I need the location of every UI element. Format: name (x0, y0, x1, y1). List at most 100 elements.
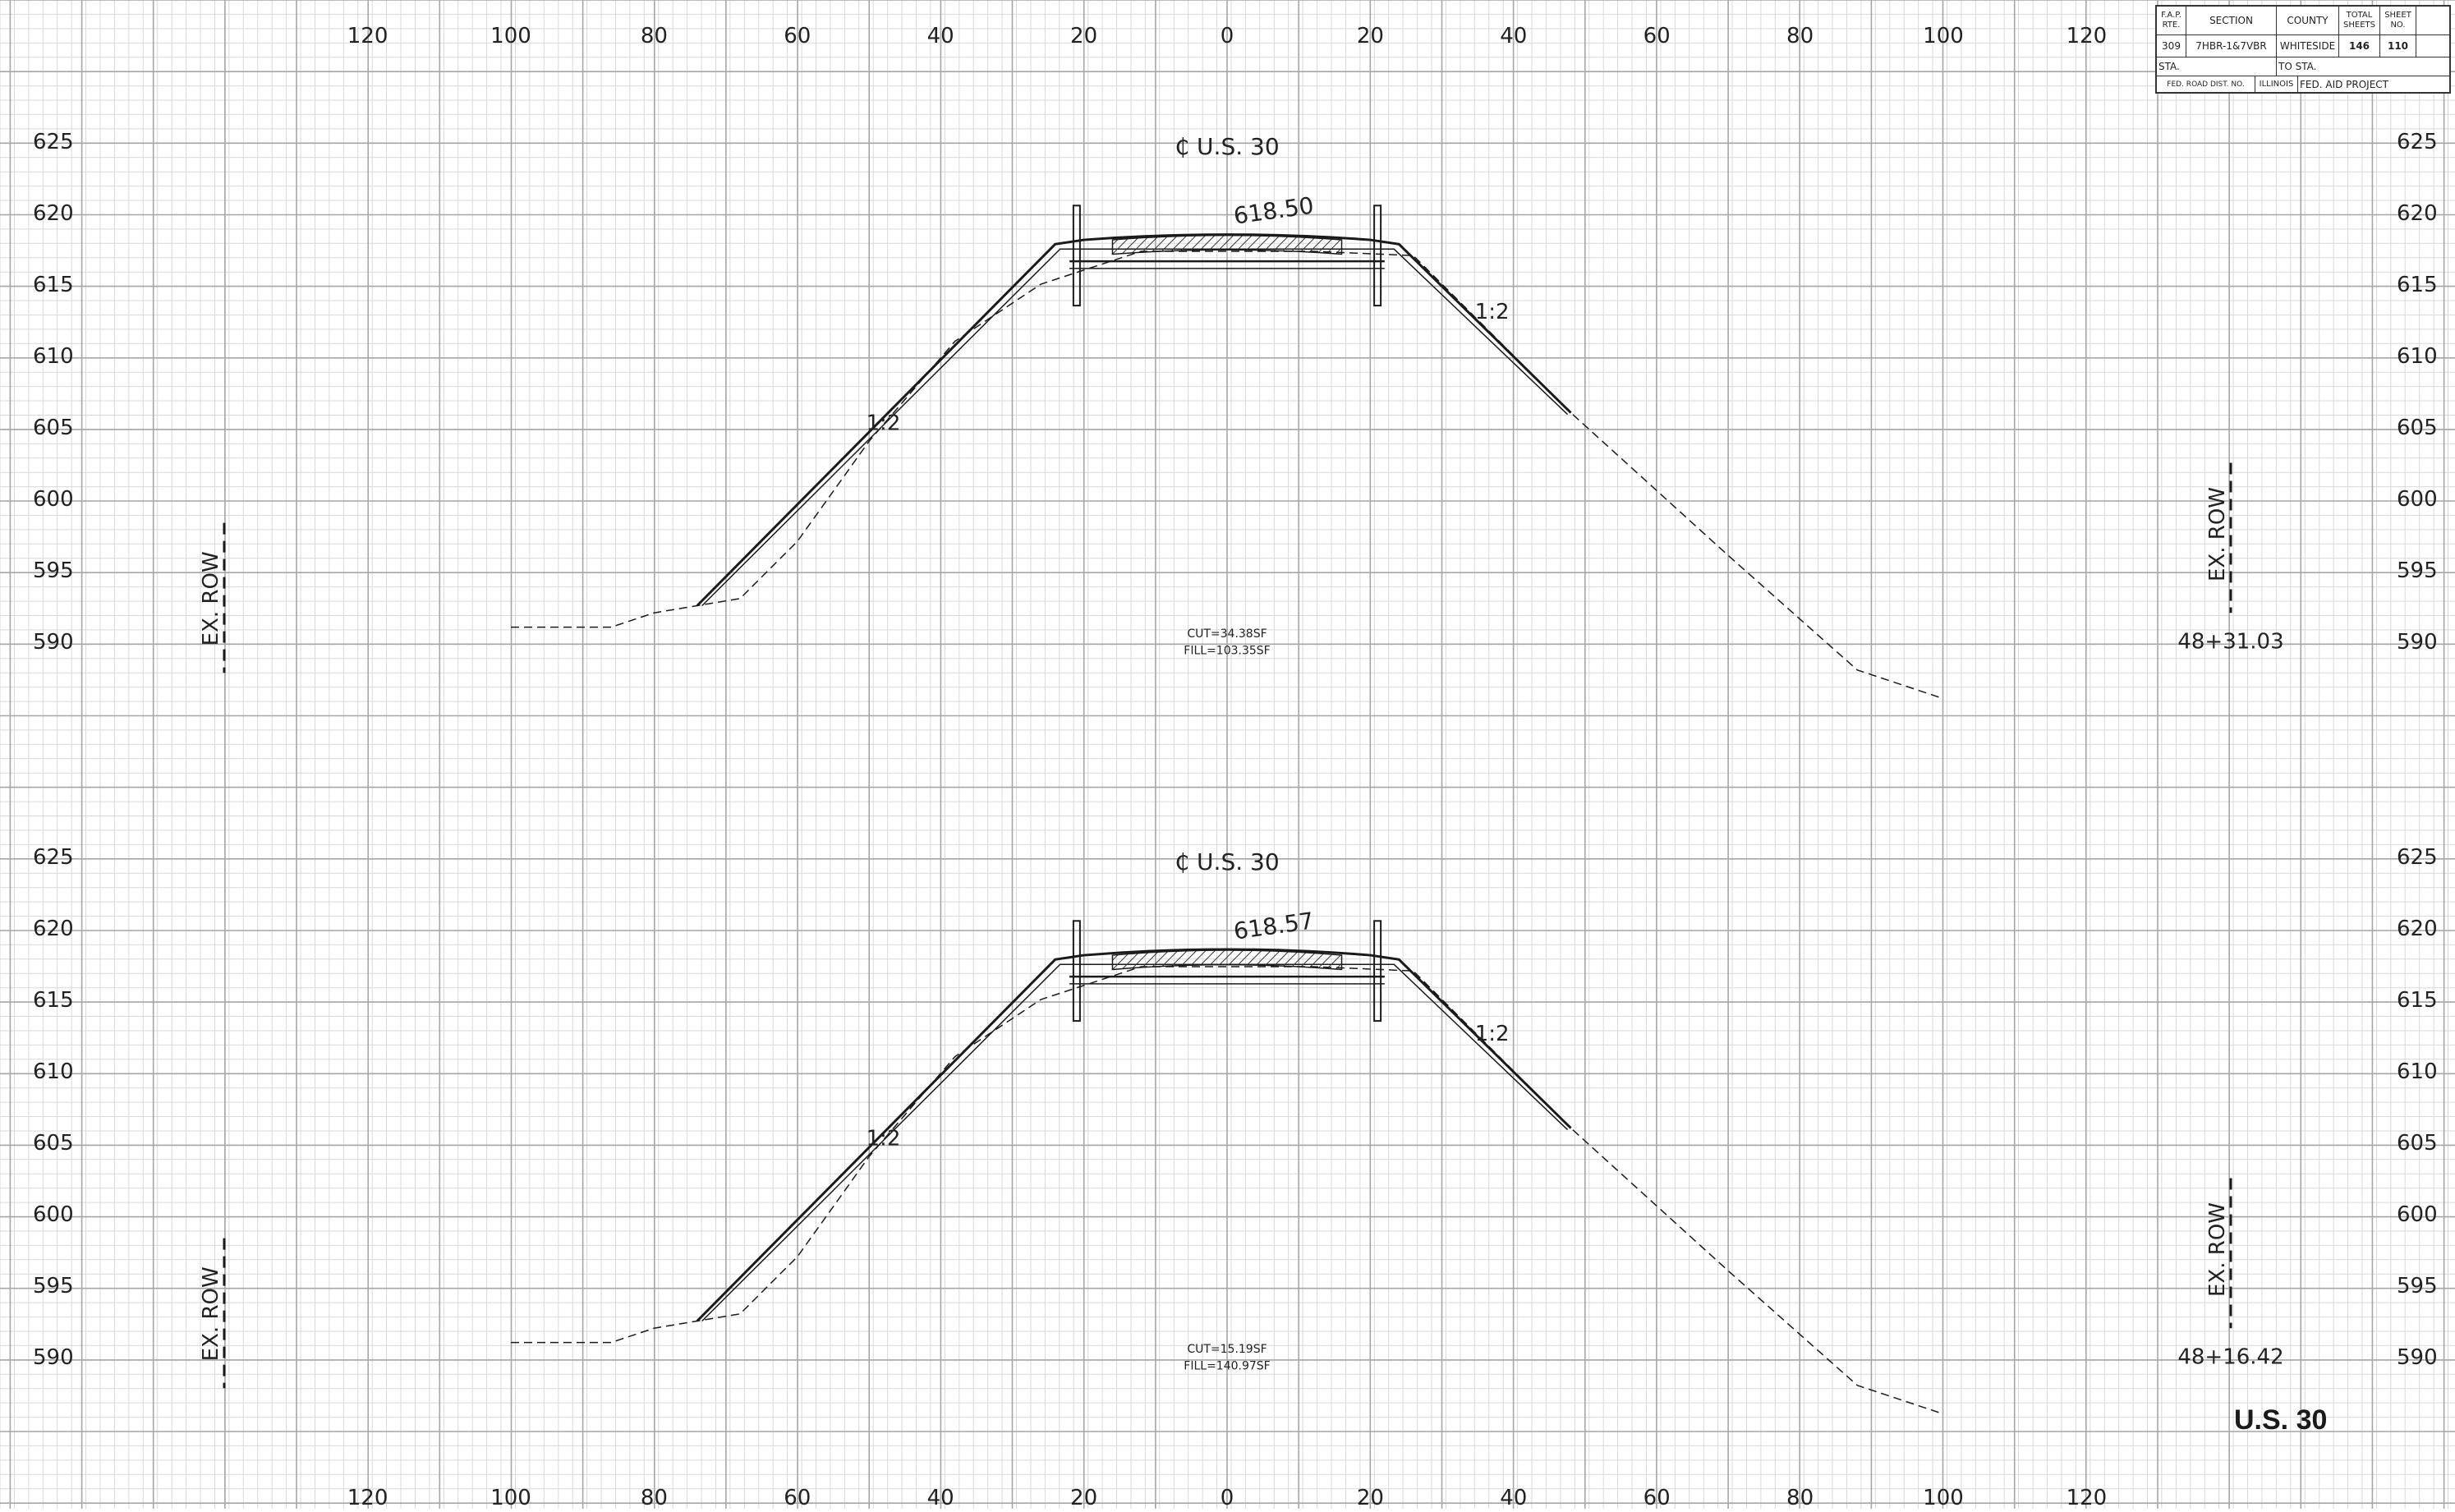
elevation-label-right: 615 (2397, 988, 2438, 1013)
fed-aid-project-label: FED. AID PROJECT (2300, 79, 2389, 90)
sheet-no-value: 110 (2380, 35, 2416, 57)
title-block-spacer (2416, 7, 2449, 34)
pavement-section (1111, 234, 1343, 255)
section-label: SECTION (2186, 7, 2277, 34)
x-tick-label-top: 20 (1070, 24, 1097, 48)
existing-ground-line (511, 966, 1944, 1415)
x-tick-label-bottom: 40 (927, 1486, 954, 1509)
x-tick-label-top: 80 (1786, 24, 1814, 48)
cut-area-label: CUT=15.19SF (1187, 1343, 1267, 1356)
x-tick-label-bottom: 80 (641, 1486, 668, 1509)
cut-area-label: CUT=34.38SF (1187, 627, 1267, 641)
elevation-label-right: 610 (2397, 344, 2438, 369)
elevation-label-left: 600 (33, 487, 74, 512)
elevation-label-right: 615 (2397, 273, 2438, 297)
row-label-right: EX. ROW (2205, 1202, 2230, 1297)
x-tick-label-bottom: 80 (1786, 1486, 1814, 1509)
x-tick-label-top: 40 (1500, 24, 1527, 48)
county-value: WHITESIDE (2277, 35, 2339, 57)
elevation-label-left: 590 (33, 630, 74, 655)
x-tick-label-bottom: 60 (1644, 1486, 1671, 1509)
x-tick-label-top: 0 (1221, 24, 1234, 48)
elevation-label-right: 625 (2397, 130, 2438, 154)
elevation-label-left: 605 (33, 1131, 74, 1156)
elevation-label-left: 615 (33, 988, 74, 1013)
elevation-label-left: 625 (33, 130, 74, 154)
x-tick-label-top: 40 (927, 24, 954, 48)
elevation-label-left: 600 (33, 1202, 74, 1227)
x-tick-label-bottom: 60 (784, 1486, 811, 1509)
left-slope-label: 1:2 (867, 411, 901, 435)
left-slope-label: 1:2 (867, 1126, 901, 1151)
title-block-spacer-2 (2416, 35, 2449, 57)
elevation-label-right: 620 (2397, 201, 2438, 226)
elevation-label-left: 610 (33, 344, 74, 369)
guardrail-post (1373, 205, 1382, 307)
guardrail-post (1072, 920, 1081, 1023)
state-label: ILLINOIS (2255, 76, 2298, 93)
elevation-label-left: 595 (33, 558, 74, 583)
row-label-left: EX. ROW (199, 551, 223, 646)
elevation-label-right: 620 (2397, 917, 2438, 941)
proposed-grade-line (696, 233, 1572, 607)
centerline-label: ₵ U.S. 30 (1175, 848, 1279, 875)
x-tick-label-bottom: 120 (2067, 1486, 2108, 1509)
elevation-label-right: 605 (2397, 416, 2438, 440)
x-tick-label-bottom: 100 (490, 1486, 531, 1509)
rte-value: 309 (2157, 35, 2186, 57)
x-tick-label-bottom: 40 (1500, 1486, 1527, 1509)
x-tick-label-bottom: 0 (1221, 1486, 1234, 1509)
subgrade-line (701, 248, 1569, 607)
elevation-label-right: 600 (2397, 487, 2438, 512)
station-label: 48+16.42 (2177, 1345, 2283, 1370)
x-tick-label-bottom: 120 (347, 1486, 388, 1509)
elevation-label-right: 595 (2397, 558, 2438, 583)
fed-road-dist-label: FED. ROAD DIST. NO. (2157, 76, 2255, 93)
x-tick-label-bottom: 20 (1070, 1486, 1097, 1509)
elevation-label-left: 590 (33, 1345, 74, 1370)
x-axis-top: 120 100 80 60 40 20 0 20 40 60 80 100 120 (347, 24, 2107, 48)
elevation-label-left: 610 (33, 1059, 74, 1084)
row-label-right: EX. ROW (2205, 487, 2230, 581)
x-tick-label-bottom: 20 (1357, 1486, 1384, 1509)
elevation-label-left: 620 (33, 201, 74, 226)
x-tick-label-top: 100 (490, 24, 531, 48)
title-block: F.A.P. RTE. SECTION COUNTY TOTAL SHEETS … (2155, 5, 2451, 94)
x-tick-label-top: 80 (641, 24, 668, 48)
station-label: 48+31.03 (2177, 630, 2283, 655)
sheet-title: U.S. 30 (2234, 1404, 2328, 1436)
pavement-section (1111, 949, 1343, 971)
sta-label: STA. (2157, 57, 2277, 76)
guardrail-post (1373, 920, 1382, 1023)
fill-area-label: FILL=103.35SF (1184, 645, 1270, 658)
cross-section: 625 625 620 620 615 615 610 610 605 605 600 600 595 5… (33, 845, 2438, 1415)
elevation-label-left: 615 (33, 273, 74, 297)
x-tick-label-bottom: 100 (1923, 1486, 1964, 1509)
rte-label: F.A.P. RTE. (2157, 7, 2186, 34)
x-axis-bottom: 120 100 80 60 40 20 0 20 40 60 80 100 120 (347, 1486, 2108, 1510)
elevation-label-right: 590 (2397, 1345, 2438, 1370)
x-tick-label-top: 120 (2067, 24, 2108, 48)
subgrade-line (701, 963, 1569, 1322)
section-value: 7HBR-1&7VBR (2186, 35, 2277, 57)
x-tick-label-top: 120 (347, 24, 388, 48)
elevation-label-left: 605 (33, 416, 74, 440)
elevation-label-right: 605 (2397, 1131, 2438, 1156)
x-tick-label-top: 100 (1923, 24, 1964, 48)
sheet-no-label: SHEET NO. (2380, 7, 2416, 34)
guardrail-post (1072, 205, 1081, 307)
existing-ground-line (511, 250, 1944, 700)
row-label-left: EX. ROW (199, 1266, 223, 1361)
x-tick-label-top: 20 (1357, 24, 1384, 48)
elevation-label-right: 625 (2397, 845, 2438, 870)
total-sheets-label: TOTAL SHEETS (2339, 7, 2380, 34)
x-tick-label-top: 60 (1644, 24, 1671, 48)
x-tick-label-top: 60 (784, 24, 811, 48)
elevation-label-left: 595 (33, 1274, 74, 1298)
total-sheets-value: 146 (2339, 35, 2380, 57)
elevation-label-left: 620 (33, 917, 74, 941)
